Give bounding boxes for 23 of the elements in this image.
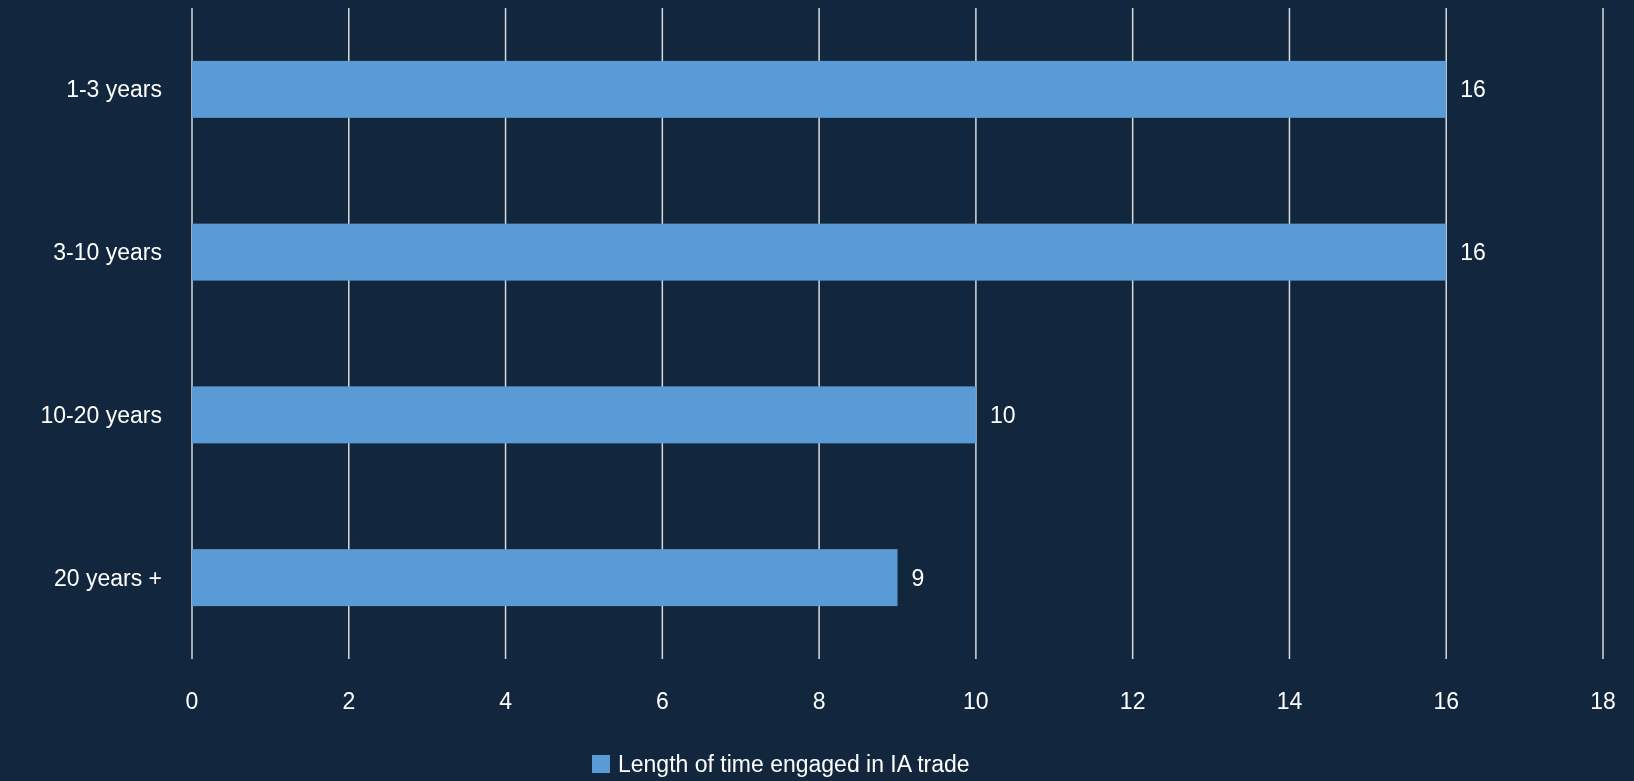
x-tick-label: 8: [812, 688, 826, 715]
data-label: 9: [911, 564, 925, 591]
x-tick-label: 16: [1433, 688, 1460, 715]
x-tick-label: 18: [1590, 688, 1616, 715]
x-tick-label: 2: [342, 688, 356, 715]
x-tick-label: 12: [1119, 688, 1146, 715]
y-tick-label: 3-10 years: [53, 239, 162, 266]
data-label: 16: [1460, 239, 1486, 266]
y-tick-label: 20 years +: [53, 564, 162, 591]
x-tick-label: 4: [499, 688, 513, 715]
bar: [192, 386, 976, 444]
y-tick-label: 1-3 years: [66, 76, 162, 103]
bar: [192, 223, 1447, 281]
x-tick-label: 0: [185, 688, 199, 715]
x-tick-label: 6: [655, 688, 669, 715]
bar: [192, 549, 898, 607]
data-label: 10: [989, 401, 1016, 428]
y-tick-label: 10-20 years: [40, 401, 162, 428]
data-label: 16: [1460, 76, 1486, 103]
x-tick-label: 10: [963, 688, 989, 715]
legend-label: Length of time engaged in IA trade: [618, 751, 970, 778]
bar: [192, 60, 1447, 118]
x-tick-label: 14: [1276, 688, 1303, 715]
